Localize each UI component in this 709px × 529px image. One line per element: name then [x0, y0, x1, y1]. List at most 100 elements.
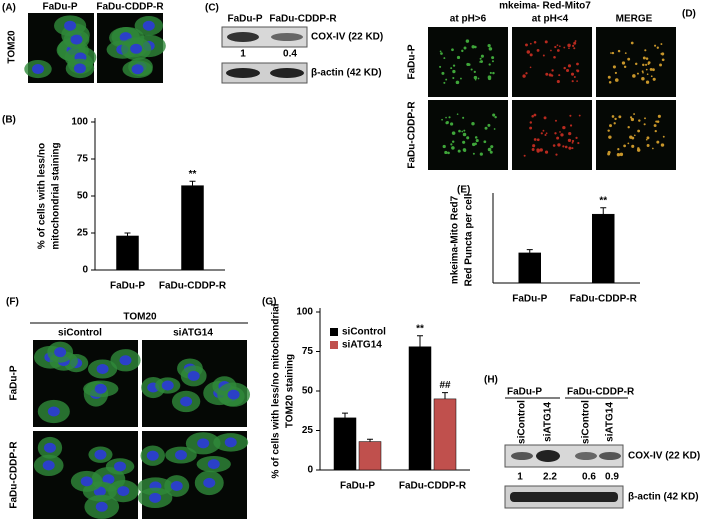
error-bar: [417, 335, 423, 347]
puncta: [545, 72, 549, 76]
puncta: [656, 120, 660, 123]
bar: [433, 398, 457, 471]
puncta: [443, 81, 446, 84]
lane-label: siControl: [517, 400, 528, 444]
puncta: [642, 63, 645, 67]
micrograph: [512, 100, 592, 170]
y-axis-label: mkeima-Mito Red7: [450, 195, 461, 284]
blot: [504, 444, 624, 468]
annotation: ##: [439, 380, 451, 391]
puncta: [465, 39, 470, 43]
puncta: [631, 144, 635, 148]
puncta: [631, 136, 635, 140]
y-tick-label: 100: [296, 307, 313, 318]
puncta: [645, 138, 648, 141]
legend-label: siControl: [342, 327, 386, 338]
puncta: [551, 69, 554, 72]
puncta: [473, 75, 478, 80]
puncta: [646, 144, 650, 147]
bar: [518, 252, 541, 284]
puncta: [467, 63, 471, 66]
nucleus: [161, 380, 174, 391]
puncta: [642, 71, 644, 74]
puncta: [608, 81, 612, 84]
puncta: [488, 63, 491, 66]
nucleus: [203, 477, 216, 488]
puncta: [447, 151, 450, 155]
panel-label: (E): [457, 185, 470, 196]
x-tick-label: FaDu-P: [110, 281, 145, 292]
x-tick-label: FaDu-CDDP-R: [399, 481, 467, 492]
y-axis-label: mitochondrial staining: [51, 142, 62, 249]
puncta: [484, 126, 488, 130]
nucleus: [142, 20, 155, 31]
puncta: [568, 47, 570, 50]
puncta: [523, 154, 526, 157]
puncta: [487, 147, 492, 152]
annotation: **: [599, 195, 607, 206]
puncta: [554, 45, 557, 49]
puncta: [452, 77, 455, 80]
puncta: [571, 147, 574, 150]
panel-label: (D): [682, 9, 696, 20]
puncta: [529, 53, 533, 57]
puncta: [560, 133, 564, 137]
group-label: FaDu-CDDP-R: [567, 387, 635, 398]
puncta: [441, 71, 445, 75]
puncta: [462, 116, 465, 119]
micrograph: [428, 100, 508, 170]
y-axis-label: Red Puncta per cell: [464, 193, 475, 286]
nucleus: [102, 474, 115, 485]
puncta: [463, 46, 467, 50]
puncta: [489, 150, 493, 154]
nucleus: [130, 43, 143, 54]
puncta: [654, 129, 657, 133]
bar: [408, 346, 432, 471]
puncta: [451, 131, 456, 135]
puncta: [657, 114, 661, 118]
y-tick-label: 50: [302, 386, 314, 397]
puncta: [458, 129, 461, 133]
puncta: [554, 132, 557, 135]
puncta: [649, 67, 653, 71]
puncta: [633, 113, 636, 115]
band-label: COX-IV (22 KD): [628, 451, 700, 462]
puncta: [643, 123, 646, 126]
puncta: [652, 77, 656, 81]
puncta: [529, 66, 532, 69]
column-label: FaDu-CDDP-R: [269, 14, 337, 25]
puncta: [451, 140, 455, 143]
band: [599, 452, 621, 460]
row-label: FaDu-CDDP-R: [407, 101, 418, 169]
puncta: [463, 129, 466, 132]
puncta: [661, 52, 665, 56]
nucleus: [32, 64, 45, 75]
y-axis-label: % of cells with less/no mitochondrial: [271, 303, 282, 478]
puncta: [573, 41, 577, 45]
puncta: [647, 61, 651, 65]
nucleus: [131, 64, 144, 75]
puncta: [439, 65, 442, 68]
legend-swatch: [330, 341, 338, 349]
puncta: [491, 60, 494, 63]
puncta: [542, 54, 545, 57]
column-label: FaDu-P: [43, 2, 78, 13]
error-bar: [442, 392, 448, 399]
x-tick-label: FaDu-P: [512, 294, 547, 305]
puncta: [570, 72, 575, 76]
x-tick-label: FaDu-CDDP-R: [159, 281, 227, 292]
error-bar: [342, 412, 348, 418]
puncta: [450, 67, 453, 70]
puncta: [544, 150, 549, 154]
puncta: [562, 145, 565, 148]
error-bar: [189, 180, 196, 186]
puncta: [471, 45, 475, 49]
puncta: [473, 70, 476, 74]
puncta: [474, 136, 478, 139]
puncta: [533, 138, 537, 141]
nucleus: [114, 461, 127, 472]
panel-title: TOM20: [123, 312, 157, 323]
panel-label: (G): [262, 297, 276, 308]
puncta: [552, 144, 556, 147]
puncta: [557, 143, 561, 147]
